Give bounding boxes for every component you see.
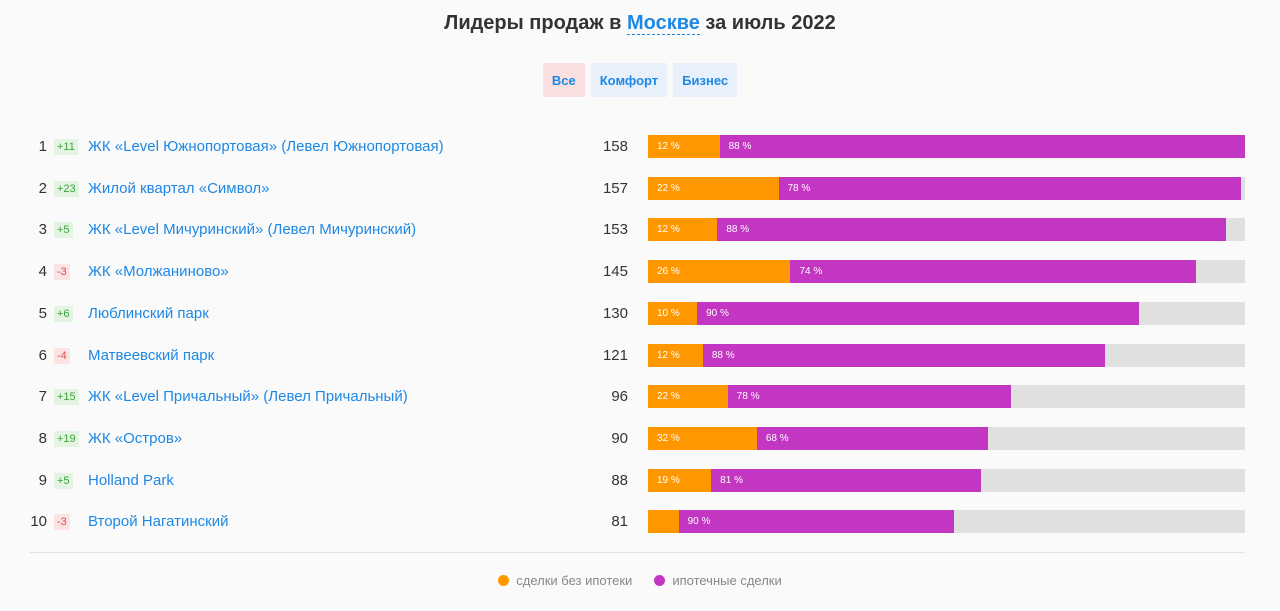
bar-track: 12 % 88 % [648,135,1245,158]
legend-item-no-mortgage[interactable]: сделки без ипотеки [498,573,632,588]
rank-number: 1 [38,138,47,155]
table-row: 8 +19 ЖК «Остров» 90 32 % 68 % [0,426,1280,451]
rank-change-badge: +11 [54,139,78,155]
complex-link[interactable]: ЖК «Level Мичуринский» (Левел Мичурински… [88,221,417,239]
complex-link[interactable]: ЖК «Молжаниново» [88,263,229,281]
rank-number: 4 [38,263,47,281]
table-row: 4 -3 ЖК «Молжаниново» 145 26 % 74 % [0,260,1280,284]
bar-mortgage: 88 % [702,343,1106,367]
complex-link[interactable]: Holland Park [88,471,174,489]
bar-mortgage: 74 % [790,260,1196,284]
bar-track: 12 % 88 % [648,218,1245,242]
rank-change-badge: +5 [54,222,73,239]
bar-mortgage: 88 % [717,218,1227,242]
bar-track: 22 % 78 % [648,176,1245,200]
bar-no-mortgage: 22 % [648,385,728,409]
complex-link[interactable]: ЖК «Остров» [88,429,183,447]
rank-number: 3 [38,221,47,239]
segment-tabs: Все Комфорт Бизнес [0,63,1280,97]
bar-no-mortgage: 26 % [648,260,791,284]
bar-track: 22 % 78 % [648,385,1245,409]
tab-all[interactable]: Все [542,63,585,97]
deals-count: 145 [602,263,628,281]
table-row: 10 -3 Второй Нагатинский 81 90 % [0,510,1280,534]
rank-change-badge: -3 [54,264,70,281]
rank-change-badge: +23 [54,180,79,197]
table-row: 5 +6 Люблинский парк 130 10 % 90 % [0,301,1280,326]
rank-change-badge: +5 [54,472,73,489]
rank-number: 8 [38,429,47,447]
table-row: 2 +23 Жилой квартал «Символ» 157 22 % 78 % [0,176,1280,201]
bar-track: 19 % 81 % [648,468,1245,492]
city-selector[interactable]: Москве [626,12,700,35]
complex-link[interactable]: ЖК «Level Причальный» (Левел Причальный) [88,388,408,406]
bar-track: 10 % 90 % [648,301,1245,325]
bar-mortgage: 90 % [697,301,1140,325]
divider [30,552,1245,553]
rank-change-badge: +6 [54,305,73,322]
table-row: 9 +5 Holland Park 88 19 % 81 % [0,468,1280,493]
legend-dot-mortgage [654,575,666,586]
complex-link[interactable]: Матвеевский парк [88,346,215,364]
title-prefix: Лидеры продаж в [444,12,622,34]
rank-number: 6 [38,346,47,364]
deals-count: 96 [611,388,628,406]
deals-count: 130 [602,304,628,322]
complex-link[interactable]: Второй Нагатинский [88,513,229,531]
page-title: Лидеры продаж в Москве за июль 2022 [0,12,1280,35]
bar-track: 90 % [648,510,1245,534]
table-row: 6 -4 Матвеевский парк 121 12 % 88 % [0,343,1280,368]
bar-no-mortgage: 12 % [648,135,720,158]
deals-count: 121 [602,346,628,364]
rank-number: 10 [30,513,47,531]
table-row: 1 +11 ЖК «Level Южнопортовая» (Левел Южноп… [0,135,1280,159]
bar-track: 26 % 74 % [648,260,1245,284]
chart-legend: сделки без ипотеки ипотечные сделки [0,573,1280,588]
bar-mortgage: 81 % [711,468,981,492]
table-row: 3 +5 ЖК «Level Мичуринский» (Левел Мичурин… [0,218,1280,242]
legend-label-no-mortgage: сделки без ипотеки [516,573,633,588]
rank-number: 9 [38,471,47,489]
tab-business[interactable]: Бизнес [673,63,738,97]
deals-count: 158 [602,138,628,155]
bar-no-mortgage: 32 % [648,426,757,450]
legend-item-mortgage[interactable]: ипотечные сделки [654,573,782,588]
rank-number: 5 [38,304,47,322]
rank-change-badge: +19 [54,430,79,447]
bar-no-mortgage [648,510,679,534]
bar-no-mortgage: 10 % [648,301,698,325]
legend-label-mortgage: ипотечные сделки [672,573,782,588]
deals-count: 88 [611,471,628,489]
deals-count: 153 [602,221,628,239]
bar-mortgage: 88 % [719,135,1245,158]
deals-count: 90 [611,429,628,447]
bar-mortgage: 78 % [778,176,1242,200]
bar-mortgage: 78 % [727,385,1011,409]
rank-change-badge: -4 [54,347,70,364]
complex-link[interactable]: Люблинский парк [88,304,209,322]
bar-track: 12 % 88 % [648,343,1245,367]
bar-track: 32 % 68 % [648,426,1245,450]
rank-number: 2 [38,179,47,197]
bar-mortgage: 68 % [756,426,989,450]
bar-no-mortgage: 19 % [648,468,712,492]
title-suffix: за июль 2022 [705,12,836,34]
rank-change-badge: -3 [54,514,70,531]
bar-mortgage: 90 % [678,510,955,534]
complex-link[interactable]: ЖК «Level Южнопортовая» (Левел Южнопорто… [88,138,444,155]
rank-number: 7 [38,388,47,406]
bar-no-mortgage: 22 % [648,176,779,200]
deals-count: 157 [602,179,628,197]
tab-comfort[interactable]: Комфорт [590,63,668,97]
deals-count: 81 [611,513,628,531]
bar-no-mortgage: 12 % [648,343,703,367]
bar-no-mortgage: 12 % [648,218,718,242]
legend-dot-no-mortgage [498,575,510,586]
table-row: 7 +15 ЖК «Level Причальный» (Левел Причаль… [0,385,1280,409]
complex-link[interactable]: Жилой квартал «Символ» [88,179,270,197]
rank-change-badge: +15 [54,389,79,406]
